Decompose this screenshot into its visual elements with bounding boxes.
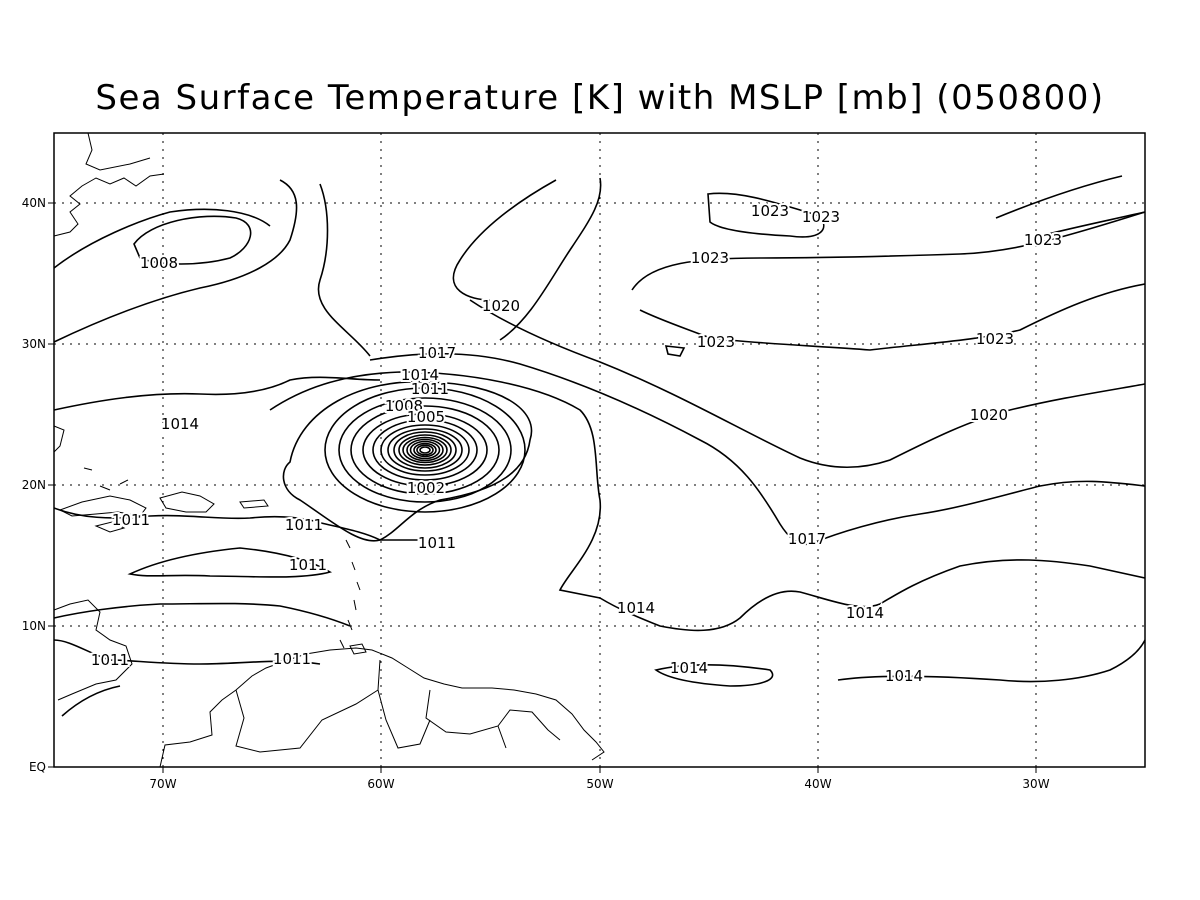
isobar-1017	[369, 352, 1146, 546]
north-america-coast	[53, 132, 165, 237]
contour-labels: 1023 1023 1023 1023 1023 1023 1020 1020 …	[89, 200, 1064, 687]
puerto-rico-coast	[239, 499, 269, 509]
page-title: Sea Surface Temperature [K] with MSLP [m…	[95, 78, 1105, 118]
isobar-1011-low	[282, 380, 533, 542]
florida-coast	[53, 425, 65, 453]
contour-label-1020: 1020	[970, 406, 1008, 424]
contour-label-1020: 1020	[482, 297, 520, 315]
contour-label-1011: 1011	[273, 650, 311, 668]
low-pressure-rings	[324, 387, 526, 513]
y-axis-labels: EQ 10N 20N 30N 40N	[22, 196, 46, 774]
x-axis-labels: 70W 60W 50W 40W 30W	[149, 777, 1049, 791]
x-tick-label: 30W	[1022, 777, 1049, 791]
contour-label-1002: 1002	[407, 479, 445, 497]
isobar-nw-4	[317, 183, 371, 357]
grid-lines	[54, 133, 1145, 767]
x-tick-label: 40W	[804, 777, 831, 791]
contour-label-1005: 1005	[407, 408, 445, 426]
isobar-1014-south-a	[654, 663, 774, 687]
isobar-1023-lower	[639, 283, 1146, 351]
contour-label-1023: 1023	[1024, 231, 1062, 249]
contour-label-1014: 1014	[401, 366, 439, 384]
central-america-coast	[53, 599, 133, 701]
isobar-1011-south	[53, 639, 321, 665]
y-tick-label: 30N	[22, 337, 46, 351]
isobar-1014-southwest	[53, 602, 351, 627]
contour-label-1008: 1008	[385, 397, 423, 415]
y-tick-label: 40N	[22, 196, 46, 210]
contour-label-1014: 1014	[885, 667, 923, 685]
contour-label-1023: 1023	[802, 208, 840, 226]
x-tick-label: 70W	[149, 777, 176, 791]
plot-frame	[53, 132, 1146, 768]
isobar-1011-west	[53, 507, 420, 541]
isobar-1011-southwest	[61, 685, 121, 717]
contour-label-1014: 1014	[846, 604, 884, 622]
jamaica-coast	[94, 521, 126, 533]
contour-label-1011: 1011	[91, 651, 129, 669]
south-america-coast	[159, 647, 605, 768]
contour-label-1017: 1017	[418, 344, 456, 362]
axis-ticks	[48, 202, 1037, 773]
lesser-antilles	[339, 539, 361, 649]
x-tick-label: 60W	[367, 777, 394, 791]
isobar-1011-mid	[127, 547, 333, 578]
isobar-1023-top	[707, 192, 825, 238]
colombia-border	[235, 689, 379, 753]
contour-label-1011: 1011	[418, 534, 456, 552]
bahamas-islands	[83, 467, 129, 491]
isobar-nw-6	[499, 177, 602, 341]
contour-label-1011: 1011	[285, 516, 323, 534]
contour-label-1014: 1014	[617, 599, 655, 617]
isobar-nw-1	[53, 179, 298, 343]
x-tick-label: 50W	[586, 777, 613, 791]
y-tick-label: 10N	[22, 619, 46, 633]
isobar-1014-south-b	[837, 639, 1146, 683]
guianas-borders	[425, 689, 561, 749]
isobar-1020	[469, 299, 1146, 469]
contour-label-1023: 1023	[751, 202, 789, 220]
coastlines	[53, 132, 605, 768]
isobar-nw-5	[452, 179, 557, 301]
hispaniola-coast	[159, 491, 215, 513]
isobar-contours	[53, 175, 1146, 717]
y-tick-label: 20N	[22, 478, 46, 492]
contour-label-1011: 1011	[289, 556, 327, 574]
contour-label-1017: 1017	[788, 530, 826, 548]
contour-label-1014: 1014	[161, 415, 199, 433]
venezuela-border	[377, 659, 431, 749]
isobar-nw-3	[53, 376, 381, 411]
contour-label-1023: 1023	[691, 249, 729, 267]
isobar-1023-right	[995, 175, 1146, 237]
contour-label-1023: 1023	[697, 333, 735, 351]
y-tick-label: EQ	[29, 760, 46, 774]
isobar-1008-nw	[133, 215, 252, 265]
trinidad-coast	[349, 643, 367, 655]
isobar-1014-low	[269, 371, 1146, 632]
isobar-1023-mid	[631, 211, 1146, 291]
contour-label-1023: 1023	[976, 330, 1014, 348]
isobar-1023-small	[664, 345, 686, 357]
contour-label-1011: 1011	[411, 380, 449, 398]
contour-label-1008: 1008	[140, 254, 178, 272]
isobar-nw-2	[53, 208, 271, 269]
contour-label-1011: 1011	[112, 511, 150, 529]
contour-label-1014: 1014	[670, 659, 708, 677]
